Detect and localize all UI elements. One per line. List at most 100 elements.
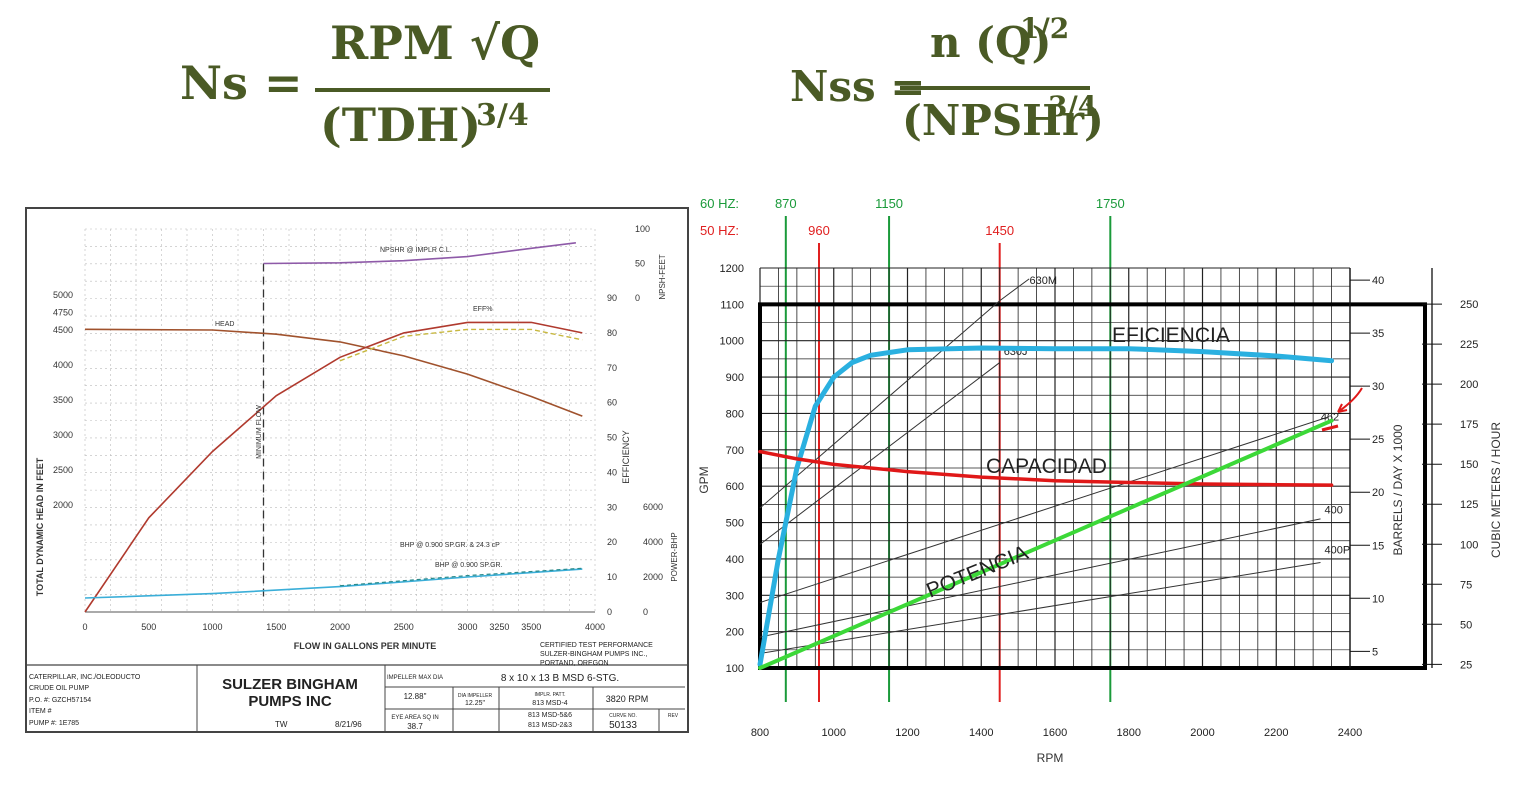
chart-frame	[758, 302, 1427, 670]
efficiency-axis-label: EFFICIENCY	[621, 430, 631, 484]
customer-line-2: CRUDE OIL PUMP	[29, 685, 89, 692]
y-tick-label: 1000	[720, 336, 744, 348]
y-tick-label: 5000	[53, 290, 73, 300]
curve-no-value: 50133	[609, 720, 637, 731]
barrels-tick-label: 20	[1372, 487, 1384, 499]
nss-exponent: 3/4	[1048, 90, 1098, 123]
impeller-pattern-1: 813 MSD-4	[532, 700, 568, 707]
x-tick-label: 4000	[585, 622, 605, 632]
y-tick-label: 4500	[53, 325, 73, 335]
impeller-value: 12.88"	[404, 692, 427, 701]
barrels-tick-label: 10	[1372, 593, 1384, 605]
chart-curves	[84, 242, 583, 613]
efficiency-tick-label: 40	[607, 467, 617, 477]
y-tick-label: 2500	[53, 465, 73, 475]
efficiency-tick-label: 30	[607, 502, 617, 512]
hz-markers: 60 HZ: 870 1150 1750 50 HZ: 960 1450	[700, 196, 1125, 702]
cubic-tick-label: 175	[1460, 419, 1478, 431]
bhp-label: BHP @ 0.900 SP.GR.	[435, 562, 503, 569]
chart-grid	[758, 267, 1433, 670]
efficiency-tick-label: 60	[607, 398, 617, 408]
eficiencia-label: EFICIENCIA	[1112, 324, 1230, 347]
barrels-tick-label: 40	[1372, 275, 1384, 287]
customer-line-4: ITEM #	[29, 708, 52, 715]
x-tick-label: 3250	[489, 622, 509, 632]
barrels-tick-label: 30	[1372, 381, 1384, 393]
barrels-tick-label: 35	[1372, 328, 1384, 340]
y-tick-label: 300	[726, 590, 744, 602]
curve-no-label: CURVE NO.	[609, 713, 637, 719]
efficiency-curve	[84, 321, 583, 613]
barrels-tick-label: 25	[1372, 434, 1384, 446]
potencia-label: POTENCIA	[923, 541, 1031, 603]
cubic-meters-axis-label: CUBIC METERS / HOUR	[1489, 422, 1503, 558]
ns-numerator: RPM √Q	[330, 16, 541, 70]
hz-rpm-label: 1750	[1096, 196, 1125, 211]
y-tick-label: 600	[726, 481, 744, 493]
eye-area-label: EYE AREA SQ IN	[391, 715, 438, 721]
x-tick-label: 1000	[822, 727, 846, 739]
efficiency-tick-label: 0	[607, 607, 612, 617]
customer-line-5: PUMP #: 1E785	[29, 720, 79, 727]
bhp-curve	[84, 568, 583, 599]
model-line-label: 400	[1325, 504, 1343, 516]
power-axis-label: POWER-BHP	[670, 532, 679, 581]
hz-rpm-label: 870	[775, 196, 797, 211]
y-tick-label: 4000	[53, 360, 73, 370]
potencia-curve	[758, 418, 1334, 670]
tw-label: TW	[275, 720, 288, 729]
info-block: CATERPILLAR, INC./OLEODUCTO CRUDE OIL PU…	[26, 642, 688, 733]
impeller-pattern-3: 813 MSD-2&3	[528, 722, 572, 729]
eye-area-value: 38.7	[407, 722, 423, 731]
ns-exponent: 3/4	[476, 98, 529, 133]
y-tick-label: 100	[726, 663, 744, 675]
dia-impeller-label: DIA IMPELLER	[458, 693, 493, 699]
ns-denominator: (TDH)	[320, 98, 482, 152]
red-arrow-icon	[1337, 387, 1363, 413]
certified-line-2: SULZER-BINGHAM PUMPS INC.,	[540, 651, 647, 658]
nss-fraction-bar	[900, 86, 1090, 90]
hz-row-label: 50 HZ:	[700, 223, 739, 238]
eff-label: EFF%	[473, 306, 492, 313]
power-tick-label: 6000	[643, 502, 663, 512]
cubic-tick-label: 150	[1460, 459, 1478, 471]
minimum-flow-label: MINIMUM FLOW	[256, 405, 263, 459]
y-tick-label: 500	[726, 518, 744, 530]
power-tick-label: 2000	[643, 572, 663, 582]
x-tick-label: 1800	[1117, 727, 1141, 739]
ns-fraction-bar	[315, 88, 550, 92]
barrels-tick-label: 5	[1372, 646, 1378, 658]
model-line	[759, 416, 1329, 604]
cubic-tick-label: 75	[1460, 579, 1472, 591]
date-label: 8/21/96	[335, 720, 362, 729]
power-tick-label: 4000	[643, 537, 663, 547]
company-name: SULZER BINGHAM PUMPS INC	[222, 676, 358, 710]
x-tick-label: 2500	[394, 622, 414, 632]
certified-line-3: PORTAND, OREGON	[540, 660, 609, 667]
nss-formula: Nss = n (Q) 1/2 (NPSHr) 3/4	[790, 12, 1110, 164]
capacidad-label: CAPACIDAD	[986, 455, 1107, 478]
rev-label: REV	[668, 713, 679, 719]
power-tick-label: 0	[643, 607, 648, 617]
y-tick-label: 800	[726, 408, 744, 420]
model-line	[759, 278, 1030, 509]
y-tick-label: 1100	[720, 299, 744, 311]
cubic-tick-label: 25	[1460, 659, 1472, 671]
hz-rpm-label: 960	[808, 223, 830, 238]
efficiency-viscous-curve	[339, 328, 583, 362]
ns-lhs: Ns =	[180, 56, 303, 110]
customer-line-3: P.O. #: GZCH57154	[29, 697, 91, 704]
capacidad-curve	[758, 449, 1334, 487]
y-tick-label: 2000	[53, 500, 73, 510]
y-axis-label: TOTAL DYNAMIC HEAD IN FEET	[35, 457, 45, 596]
impeller-pattern-2: 813 MSD-5&6	[528, 712, 572, 719]
cubic-tick-label: 50	[1460, 619, 1472, 631]
efficiency-tick-label: 90	[607, 293, 617, 303]
cubic-tick-label: 250	[1460, 299, 1478, 311]
pump-model: 8 x 10 x 13 B MSD 6-STG.	[501, 673, 619, 684]
cubic-tick-label: 225	[1460, 339, 1478, 351]
model-line-label: 462	[1321, 412, 1339, 424]
pump-performance-chart: 0 500 1000 1500 2000 2500 3000 3250 3500 40002000…	[25, 207, 690, 735]
